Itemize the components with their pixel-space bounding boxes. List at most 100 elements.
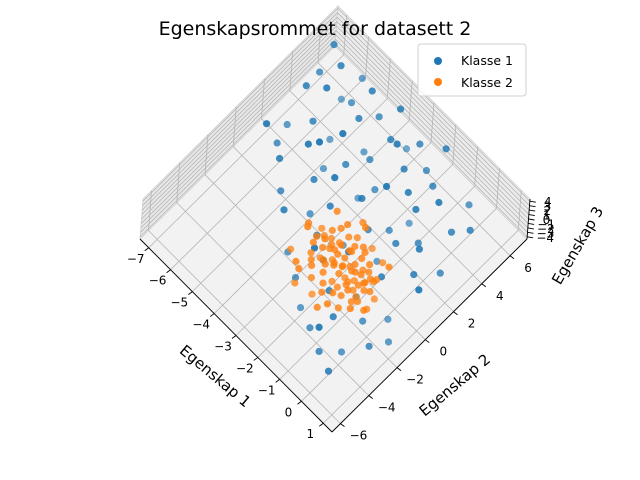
- grid-line-x-floor: [322, 229, 519, 424]
- y-tick-label: 0: [439, 345, 447, 359]
- y-tick-label: 4: [496, 289, 504, 303]
- z-tick-mark: [527, 227, 534, 230]
- y-tick-mark: [368, 395, 374, 399]
- y-tick-mark: [340, 423, 345, 427]
- grid-line-z-wall-x: [139, 43, 336, 238]
- grid-line-z-wall-x: [142, 7, 339, 202]
- legend-frame: [417, 43, 527, 97]
- data-point-klasse-1: [315, 347, 323, 356]
- data-point-klasse-2: [333, 283, 341, 291]
- y-tick-label: −6: [350, 429, 368, 443]
- grid-line-z-wall-x: [140, 39, 336, 233]
- data-point-klasse-1: [375, 113, 383, 121]
- grid-line-y-floor: [317, 62, 511, 257]
- chart-title: Egenskapsrommet for datasett 2: [159, 18, 472, 40]
- data-point-klasse-2: [359, 243, 367, 251]
- data-point-klasse-1: [315, 323, 323, 331]
- data-point-klasse-1: [324, 367, 333, 375]
- legend-marker-klasse-2: [434, 78, 442, 86]
- x-tick-label: −3: [214, 340, 232, 354]
- data-point-klasse-2: [307, 249, 315, 257]
- data-point-klasse-1: [326, 202, 334, 210]
- data-point-klasse-2: [308, 290, 316, 298]
- data-point-klasse-1: [416, 140, 424, 148]
- x-tick-mark: [231, 335, 237, 339]
- data-point-klasse-1: [331, 174, 339, 182]
- data-point-klasse-2: [337, 224, 345, 232]
- data-point-klasse-1: [422, 166, 431, 175]
- z-tick-mark: [527, 231, 534, 234]
- data-point-klasse-2: [334, 304, 342, 312]
- data-point-klasse-2: [361, 279, 369, 287]
- x-tick-mark: [166, 269, 171, 274]
- data-point-klasse-1: [319, 164, 328, 173]
- data-point-klasse-1: [384, 338, 393, 346]
- data-point-klasse-2: [307, 273, 316, 282]
- grid-line-y-floor: [176, 202, 370, 396]
- data-point-klasse-2: [351, 242, 359, 251]
- data-point-klasse-1: [323, 84, 331, 92]
- z-tick-label: 1: [543, 209, 551, 223]
- z-tick-mark: [529, 200, 536, 203]
- grid-line-z-wall-x: [141, 25, 337, 220]
- data-point-klasse-1: [337, 95, 345, 103]
- z-tick-label: −2: [537, 222, 555, 236]
- data-point-klasse-1: [315, 138, 324, 146]
- grid-line-z-wall-y: [337, 7, 531, 202]
- data-point-klasse-1: [435, 198, 443, 207]
- x-tick-mark: [319, 422, 324, 427]
- data-point-klasse-2: [370, 295, 378, 303]
- data-points: [262, 41, 474, 375]
- legend-marker-klasse-1: [434, 57, 442, 65]
- data-point-klasse-2: [304, 219, 313, 227]
- data-point-klasse-2: [313, 303, 321, 311]
- legend-label-klasse-1: Klasse 1: [461, 53, 513, 68]
- data-point-klasse-2: [321, 235, 329, 243]
- y-tick-mark: [396, 367, 402, 372]
- data-point-klasse-2: [351, 268, 359, 276]
- data-point-klasse-1: [306, 210, 314, 218]
- x-tick-label: −6: [149, 274, 167, 288]
- data-point-klasse-2: [360, 306, 368, 314]
- data-point-klasse-1: [382, 182, 391, 191]
- data-point-klasse-1: [392, 239, 400, 248]
- data-point-klasse-1: [309, 117, 317, 125]
- grid-line-z-wall-y: [335, 39, 528, 233]
- data-point-klasse-1: [330, 41, 338, 49]
- data-point-klasse-1: [275, 154, 284, 163]
- data-point-klasse-1: [342, 160, 350, 169]
- data-point-klasse-1: [400, 165, 408, 173]
- grid-line-z-wall-x: [140, 34, 337, 229]
- x-tick-label: −7: [127, 252, 145, 266]
- z-tick-label: −3: [537, 226, 555, 240]
- data-point-klasse-1: [387, 136, 395, 144]
- data-point-klasse-1: [337, 62, 345, 70]
- z-axis-label: Egenskap 3: [548, 203, 607, 287]
- data-point-klasse-2: [319, 279, 327, 287]
- data-point-klasse-1: [405, 219, 413, 227]
- x-tick-label: 0: [285, 405, 293, 419]
- data-point-klasse-1: [414, 239, 422, 247]
- grid-line-z-wall-x: [142, 12, 338, 206]
- data-point-klasse-1: [360, 148, 368, 156]
- x-tick-mark: [297, 400, 302, 405]
- data-point-klasse-1: [366, 156, 374, 164]
- grid-line-y-floor: [148, 230, 341, 424]
- data-point-klasse-1: [310, 175, 318, 184]
- data-point-klasse-1: [429, 182, 437, 190]
- data-point-klasse-2: [313, 232, 321, 240]
- data-point-klasse-1: [306, 324, 314, 332]
- legend-label-klasse-2: Klasse 2: [461, 75, 513, 90]
- data-point-klasse-1: [329, 313, 337, 321]
- z-tick-mark: [529, 209, 536, 212]
- data-point-klasse-2: [318, 224, 326, 232]
- data-point-klasse-2: [347, 298, 355, 306]
- grid-line-z-wall-y: [334, 43, 528, 238]
- grid-line-z-wall-y: [335, 34, 529, 229]
- grid-line-z-wall-x: [141, 21, 338, 215]
- x-tick-mark: [275, 379, 280, 383]
- data-point-klasse-2: [328, 277, 336, 285]
- data-point-klasse-1: [373, 257, 381, 265]
- z-tick-label: 4: [544, 195, 552, 209]
